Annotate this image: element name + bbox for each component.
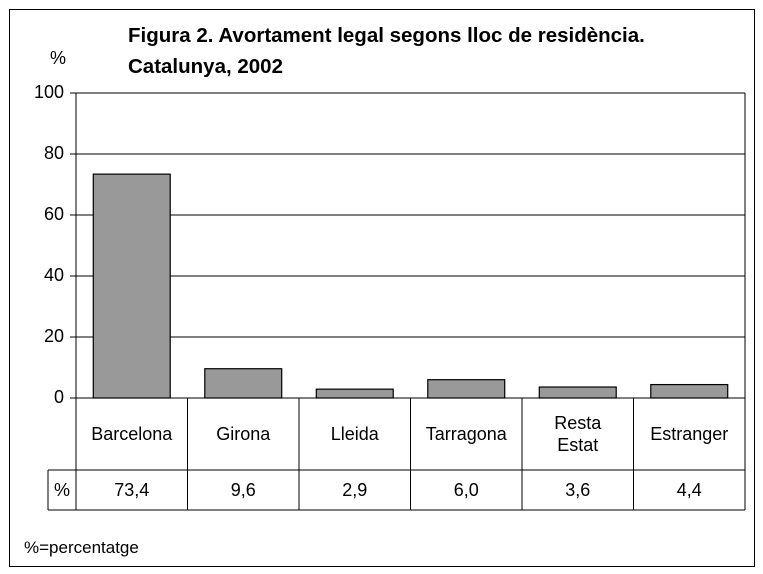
y-tick-label: 20 (44, 326, 64, 346)
chart-border (9, 9, 755, 567)
y-tick-label: 100 (34, 82, 64, 102)
bar (315, 388, 394, 399)
chart-title: Figura 2. Avortament legal segons lloc d… (128, 24, 645, 78)
data-label: 2,9 (342, 480, 368, 500)
bar (427, 379, 506, 399)
bar (538, 386, 617, 399)
y-tick-label: 0 (54, 387, 64, 407)
bar (92, 173, 171, 399)
data-label: 4,4 (676, 480, 702, 500)
bar (650, 383, 729, 399)
y-axis-label: % (50, 48, 67, 68)
x-tick-label: Estranger (650, 424, 729, 444)
data-label: 9,6 (230, 480, 256, 500)
x-tick-label: Lleida (330, 424, 379, 444)
y-tick-label: 40 (44, 265, 64, 285)
x-tick-label: Barcelona (91, 424, 173, 444)
x-tick-label: Girona (216, 424, 271, 444)
y-tick-label: 80 (44, 143, 64, 163)
bar (204, 368, 283, 399)
y-tick-label: 60 (44, 204, 64, 224)
table-row-label: % (53, 480, 70, 500)
x-tick-label: Tarragona (425, 424, 507, 444)
data-label: 6,0 (453, 480, 479, 500)
x-tick-label: Resta Estat (554, 413, 602, 455)
footnote: %=percentatge (24, 538, 139, 557)
data-label: 3,6 (565, 480, 591, 500)
data-label: 73,4 (114, 480, 150, 500)
